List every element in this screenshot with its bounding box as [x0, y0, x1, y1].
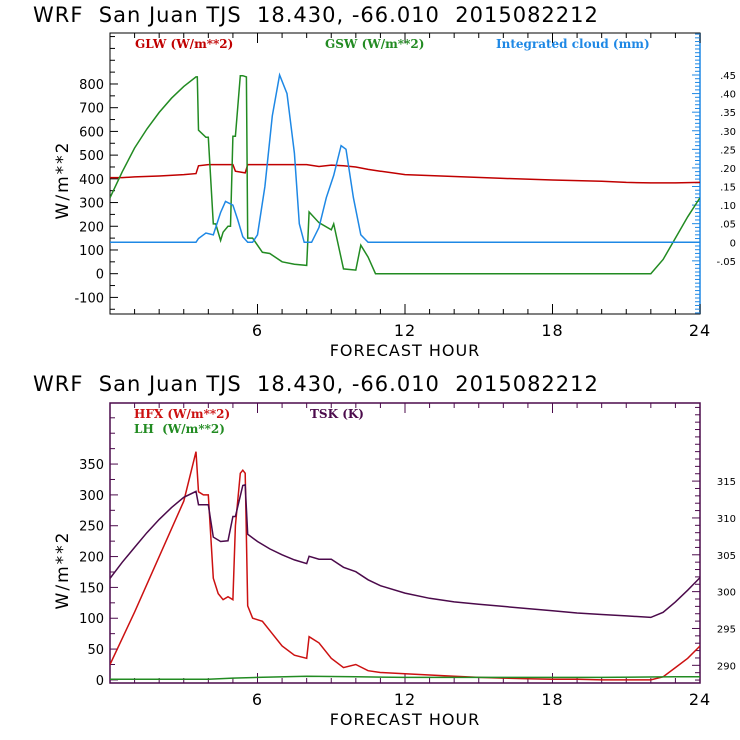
legend-gsw: GSW (W/m**2): [325, 37, 424, 51]
y-tick-label: 350: [79, 458, 104, 473]
panel1-y-tick-labels: -100 0 100 200 300 400 500 600 700 800: [74, 78, 104, 306]
y2-tick-label: 295: [717, 624, 736, 635]
y-tick-label: -100: [74, 291, 104, 306]
panel2-plot-frame: [109, 402, 701, 684]
y2-tick-label: .40: [720, 90, 736, 101]
y2-tick-label: .10: [720, 201, 736, 212]
legend-glw: GLW (W/m**2): [135, 37, 233, 51]
x-tick-label: 18: [541, 321, 563, 340]
y2-tick-label: .15: [720, 183, 736, 194]
panel1-ticks: [109, 33, 701, 314]
panel1-series: [110, 72, 700, 275]
y-tick-label: 0: [96, 674, 104, 689]
y-tick-label: 250: [79, 520, 104, 535]
y-tick-label: 800: [79, 78, 104, 93]
y-tick-label: 50: [87, 643, 104, 658]
legend-tsk: TSK (K): [310, 407, 364, 421]
y-tick-label: 0: [96, 268, 104, 283]
panel-heat-flux-skin-temp: WRF San Juan TJS 18.430, -66.010 2015082…: [33, 372, 736, 729]
series-line-lh: [110, 675, 700, 681]
y-tick-label: 100: [79, 244, 104, 259]
series-line-tsk: [110, 483, 700, 619]
panel-radiation-cloud: WRF San Juan TJS 18.430, -66.010 2015082…: [33, 3, 736, 360]
x-tick-label: 18: [541, 690, 563, 709]
y2-tick-label: .45: [720, 71, 736, 82]
y2-tick-label: .25: [720, 145, 736, 156]
panel1-title: WRF San Juan TJS 18.430, -66.010 2015082…: [33, 3, 599, 27]
y-tick-label: 400: [79, 173, 104, 188]
x-tick-label: 24: [689, 321, 711, 340]
y-tick-label: 300: [79, 197, 104, 212]
series-line-integrated: [110, 72, 700, 244]
panel1-x-axis-label: FORECAST HOUR: [330, 341, 481, 360]
y-tick-label: 700: [79, 102, 104, 117]
y2-tick-label: 315: [717, 477, 736, 488]
panel2-y-axis-label: W/m**2: [53, 531, 73, 610]
y2-tick-label: 305: [717, 551, 736, 562]
x-tick-label: 12: [394, 690, 416, 709]
panel1-y-axis-label: W/m**2: [53, 141, 73, 220]
y2-tick-label: .20: [720, 164, 736, 175]
x-tick-label: 6: [252, 690, 263, 709]
panel1-y2-tick-labels: -.05 0 .05 .10 .15 .20 .25 .30 .35 .40 .45: [716, 71, 736, 268]
panel1-plot-frame: [109, 32, 701, 315]
y2-tick-label: 290: [717, 661, 736, 672]
panel2-x-axis-label: FORECAST HOUR: [330, 710, 481, 729]
panel2-ticks: [109, 403, 701, 683]
panel2-series: [110, 451, 700, 681]
y2-tick-label: .05: [720, 220, 736, 231]
series-line-gsw: [110, 74, 700, 275]
y-tick-label: 150: [79, 581, 104, 596]
y2-tick-label: .35: [720, 108, 736, 119]
y-tick-label: 100: [79, 612, 104, 627]
x-tick-label: 12: [394, 321, 416, 340]
panel1-x-tick-labels: 6 12 18 24: [252, 321, 711, 340]
series-line-hfx: [110, 451, 700, 681]
y-tick-label: 200: [79, 220, 104, 235]
y-tick-label: 500: [79, 149, 104, 164]
y2-tick-label: .30: [720, 127, 736, 138]
panel2-y2-tick-labels: 290 295 300 305 310 315: [717, 477, 736, 672]
y2-tick-label: 300: [717, 588, 736, 599]
series-line-glw: [110, 163, 700, 184]
y-tick-label: 300: [79, 489, 104, 504]
panel2-x-tick-labels: 6 12 18 24: [252, 690, 711, 709]
y-tick-label: 200: [79, 551, 104, 566]
y2-tick-label: -.05: [716, 257, 736, 268]
panel2-y-tick-labels: 0 50 100 150 200 250 300 350: [79, 458, 104, 689]
y2-tick-label: 0: [730, 238, 736, 249]
x-tick-label: 24: [689, 690, 711, 709]
panel2-title: WRF San Juan TJS 18.430, -66.010 2015082…: [33, 372, 599, 396]
x-tick-label: 6: [252, 321, 263, 340]
y2-tick-label: 310: [717, 514, 736, 525]
legend-integrated-cloud: Integrated cloud (mm): [496, 37, 650, 51]
y-tick-label: 600: [79, 125, 104, 140]
legend-lh: LH (W/m**2): [134, 422, 225, 436]
legend-hfx: HFX (W/m**2): [134, 407, 230, 421]
